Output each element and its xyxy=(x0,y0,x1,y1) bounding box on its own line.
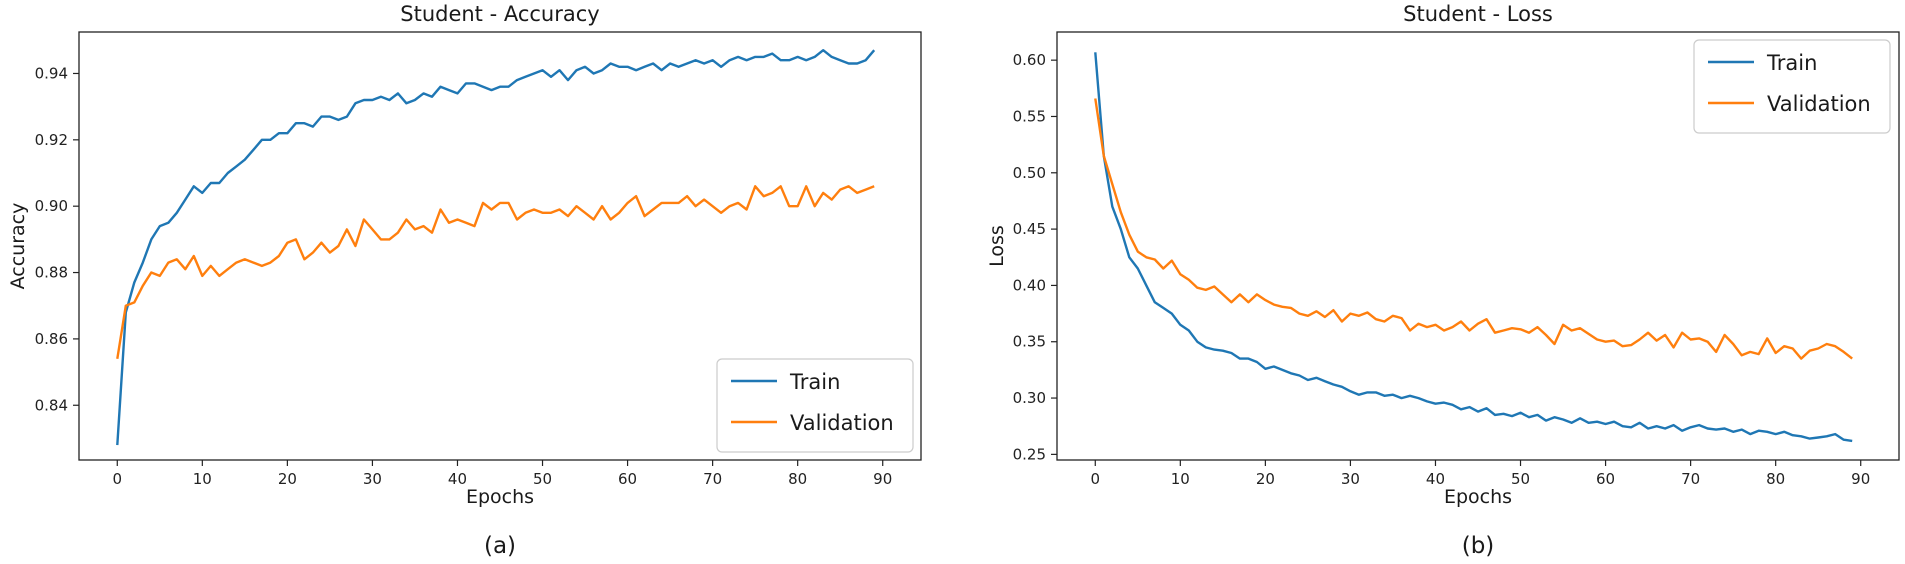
x-tick-label: 80 xyxy=(1766,470,1785,488)
y-tick-label: 0.25 xyxy=(1013,445,1046,463)
legend-label-validation: Validation xyxy=(1767,92,1871,116)
x-tick-label: 0 xyxy=(1090,470,1100,488)
x-tick-label: 80 xyxy=(788,470,807,488)
chart-title: Student - Loss xyxy=(1403,2,1553,26)
series-line-train xyxy=(1094,52,1853,443)
y-tick-label: 0.94 xyxy=(35,64,68,82)
panel-label: (b) xyxy=(1462,533,1495,559)
legend: Train Validation xyxy=(1693,39,1891,134)
y-tick-label: 0.35 xyxy=(1013,333,1046,351)
x-tick-label: 70 xyxy=(1681,470,1700,488)
axis-ticks: 0 10 20 30 40 50 60 70 80 90 0.84 0.86 0.88 0.90 0.92 0… xyxy=(35,64,893,488)
x-tick-label: 70 xyxy=(703,470,722,488)
legend-label-validation: Validation xyxy=(790,411,894,435)
y-tick-label: 0.55 xyxy=(1013,107,1046,125)
y-tick-label: 0.86 xyxy=(35,330,68,348)
x-tick-label: 20 xyxy=(1256,470,1275,488)
y-tick-label: 0.45 xyxy=(1013,220,1046,238)
x-tick-label: 90 xyxy=(873,470,892,488)
x-tick-label: 40 xyxy=(1426,470,1445,488)
x-tick-label: 60 xyxy=(618,470,637,488)
series-line-validation xyxy=(1094,98,1853,360)
accuracy-chart: Student - Accuracy 0 10 20 30 40 50 60 70 80 90 0.… xyxy=(7,2,922,559)
x-tick-label: 0 xyxy=(112,470,122,488)
y-tick-label: 0.50 xyxy=(1013,164,1046,182)
series-lines xyxy=(116,49,876,446)
y-tick-label: 0.30 xyxy=(1013,389,1046,407)
x-tick-label: 10 xyxy=(1171,470,1190,488)
plot-frame xyxy=(1056,31,1900,461)
legend-label-train: Train xyxy=(1766,51,1817,75)
y-tick-label: 0.84 xyxy=(35,396,68,414)
x-tick-label: 40 xyxy=(448,470,467,488)
x-tick-label: 50 xyxy=(533,470,552,488)
loss-chart: Student - Loss 0 10 20 30 40 50 60 70 80 90 0.25 0.… xyxy=(986,2,1900,559)
y-tick-label: 0.90 xyxy=(35,197,68,215)
plot-frame xyxy=(78,31,922,461)
series-line-train xyxy=(116,49,876,446)
x-tick-label: 20 xyxy=(278,470,297,488)
legend-label-train: Train xyxy=(789,370,840,394)
y-tick-label: 0.92 xyxy=(35,131,68,149)
x-tick-label: 60 xyxy=(1596,470,1615,488)
y-axis-label: Loss xyxy=(986,225,1008,267)
y-tick-label: 0.88 xyxy=(35,264,68,282)
chart-title: Student - Accuracy xyxy=(400,2,599,26)
y-tick-label: 0.60 xyxy=(1013,51,1046,69)
x-tick-label: 30 xyxy=(363,470,382,488)
x-tick-label: 30 xyxy=(1341,470,1360,488)
x-tick-label: 10 xyxy=(193,470,212,488)
x-axis-label: Epochs xyxy=(466,486,534,508)
axis-ticks: 0 10 20 30 40 50 60 70 80 90 0.25 0.30 0.35 0.40 0.45 0… xyxy=(1013,51,1871,488)
series-lines xyxy=(1094,52,1853,443)
x-axis-label: Epochs xyxy=(1444,486,1512,508)
panel-label: (a) xyxy=(484,533,516,559)
x-tick-label: 90 xyxy=(1851,470,1870,488)
x-tick-label: 50 xyxy=(1511,470,1530,488)
y-tick-label: 0.40 xyxy=(1013,276,1046,294)
legend: Train Validation xyxy=(716,358,914,453)
series-line-validation xyxy=(116,185,875,359)
y-axis-label: Accuracy xyxy=(7,203,29,290)
